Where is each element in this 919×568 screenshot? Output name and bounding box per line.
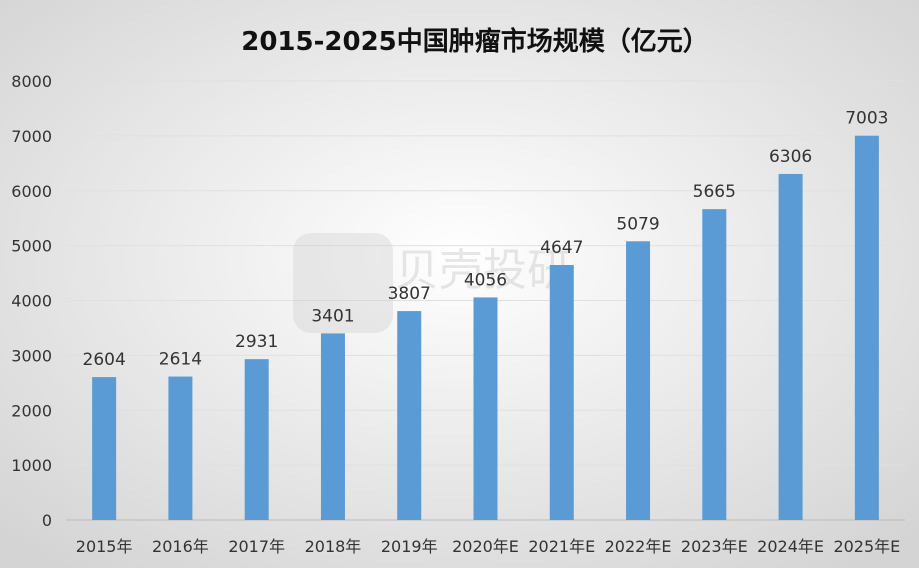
y-tick-label: 1000 bbox=[11, 456, 52, 475]
bar-2015年 bbox=[92, 377, 117, 520]
x-tick-label: 2019年 bbox=[381, 537, 438, 556]
data-label: 5665 bbox=[693, 182, 736, 202]
bar-2020年E bbox=[473, 297, 498, 520]
x-tick-label: 2024年E bbox=[757, 537, 824, 556]
y-tick-label: 0 bbox=[42, 511, 52, 530]
y-tick-label: 2000 bbox=[11, 401, 52, 420]
bar-2025年E bbox=[854, 135, 879, 520]
data-label: 6306 bbox=[769, 147, 812, 167]
data-label: 5079 bbox=[616, 214, 659, 234]
x-tick-label: 2018年 bbox=[305, 537, 362, 556]
bar-2016年 bbox=[168, 376, 193, 520]
data-label: 3401 bbox=[311, 306, 354, 326]
bar-2022年E bbox=[626, 241, 651, 521]
chart-title: 2015-2025中国肿瘤市场规模（亿元） bbox=[241, 26, 709, 57]
data-label: 4647 bbox=[540, 238, 583, 258]
x-tick-label: 2017年 bbox=[228, 537, 285, 556]
x-tick-label: 2022年E bbox=[605, 537, 672, 556]
watermark-logo bbox=[293, 233, 393, 333]
data-label: 7003 bbox=[845, 109, 888, 129]
bar-2017年 bbox=[244, 359, 269, 520]
y-tick-label: 7000 bbox=[11, 127, 52, 146]
y-tick-label: 3000 bbox=[11, 346, 52, 365]
data-label: 3807 bbox=[388, 284, 431, 304]
bar-2018年 bbox=[320, 333, 345, 520]
y-tick-label: 4000 bbox=[11, 292, 52, 311]
watermark-brand: 贝壳投研 bbox=[395, 245, 571, 296]
x-tick-label: 2015年 bbox=[76, 537, 133, 556]
bar-2019年 bbox=[397, 311, 422, 520]
data-label: 2604 bbox=[83, 350, 126, 370]
data-label: 4056 bbox=[464, 270, 507, 290]
x-tick-label: 2025年E bbox=[833, 537, 900, 556]
y-tick-label: 8000 bbox=[11, 72, 52, 91]
x-tick-label: 2020年E bbox=[452, 537, 519, 556]
x-tick-label: 2023年E bbox=[681, 537, 748, 556]
y-tick-label: 6000 bbox=[11, 182, 52, 201]
data-label: 2614 bbox=[159, 350, 202, 370]
watermark: 贝壳投研 bbox=[293, 233, 571, 333]
y-tick-label: 5000 bbox=[11, 237, 52, 256]
bar-2023年E bbox=[702, 209, 727, 520]
data-label: 2931 bbox=[235, 332, 278, 352]
bar-2024年E bbox=[778, 173, 803, 520]
x-tick-label: 2021年E bbox=[528, 537, 595, 556]
bar-2021年E bbox=[549, 264, 574, 520]
x-tick-label: 2016年 bbox=[152, 537, 209, 556]
